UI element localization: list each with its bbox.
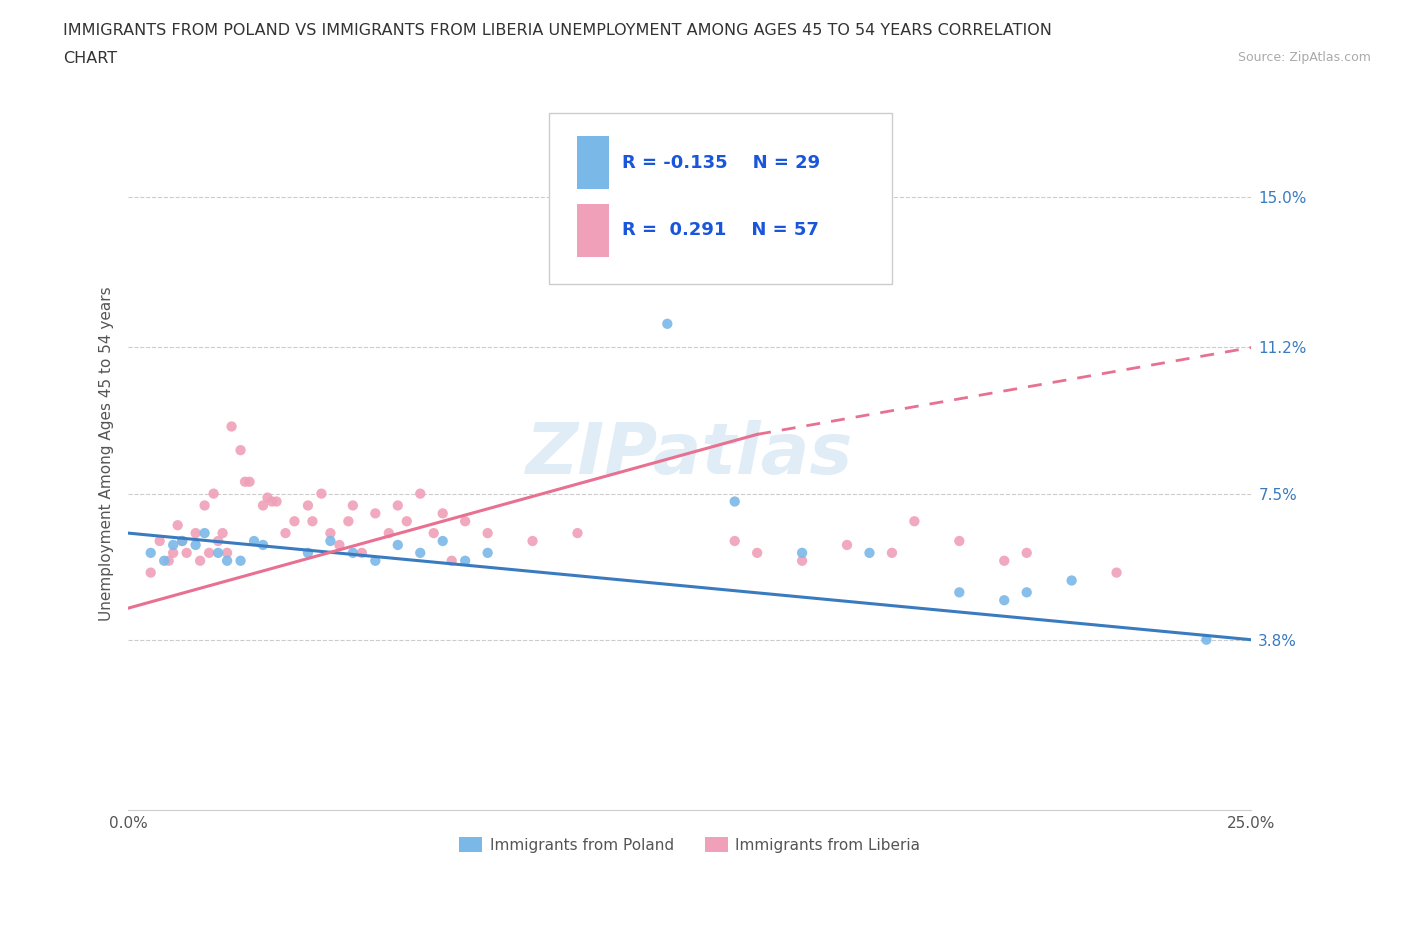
Point (301, 513, 323, 528)
Point (1105, 565, 1128, 580)
Point (422, 525, 444, 540)
FancyBboxPatch shape (550, 113, 891, 284)
Y-axis label: Unemployment Among Ages 45 to 54 years: Unemployment Among Ages 45 to 54 years (100, 286, 114, 621)
Point (657, 316, 679, 331)
Point (993, 553, 1015, 568)
Point (835, 538, 858, 552)
Point (657, 210, 679, 225)
Point (283, 513, 305, 528)
Point (747, 545, 769, 560)
Point (477, 545, 499, 560)
Point (858, 545, 880, 560)
Point (1195, 632, 1218, 647)
Text: IMMIGRANTS FROM POLAND VS IMMIGRANTS FROM LIBERIA UNEMPLOYMENT AMONG AGES 45 TO : IMMIGRANTS FROM POLAND VS IMMIGRANTS FRO… (63, 23, 1052, 38)
Point (229, 553, 252, 568)
Point (319, 525, 342, 540)
Point (243, 534, 266, 549)
Point (880, 545, 903, 560)
Point (162, 538, 184, 552)
Point (993, 592, 1015, 607)
Point (221, 419, 243, 434)
Point (522, 534, 544, 549)
Point (387, 498, 409, 513)
Point (184, 538, 207, 552)
Point (176, 545, 198, 560)
Point (274, 525, 297, 540)
Point (207, 534, 229, 549)
Text: CHART: CHART (63, 51, 117, 66)
Point (162, 545, 184, 560)
Point (266, 494, 288, 509)
Point (432, 506, 454, 521)
Point (364, 506, 387, 521)
Point (252, 498, 274, 513)
Point (311, 486, 333, 501)
Point (217, 553, 239, 568)
Point (297, 545, 319, 560)
Point (229, 443, 252, 458)
Point (454, 553, 477, 568)
Point (188, 553, 211, 568)
Point (409, 486, 432, 501)
Point (260, 494, 283, 509)
Point (149, 534, 172, 549)
Point (790, 545, 813, 560)
Point (166, 518, 188, 533)
Text: Source: ZipAtlas.com: Source: ZipAtlas.com (1237, 51, 1371, 64)
Text: ZIPatlas: ZIPatlas (526, 419, 853, 488)
Point (252, 538, 274, 552)
Point (194, 498, 217, 513)
Point (207, 545, 229, 560)
Point (1015, 585, 1038, 600)
Point (409, 545, 432, 560)
Point (948, 585, 970, 600)
Point (157, 553, 180, 568)
Point (1060, 573, 1083, 588)
Point (454, 513, 477, 528)
Point (211, 525, 233, 540)
Point (139, 565, 162, 580)
Point (172, 534, 194, 549)
Point (440, 553, 463, 568)
Point (256, 490, 278, 505)
FancyBboxPatch shape (578, 136, 609, 190)
Point (319, 534, 342, 549)
Point (378, 525, 401, 540)
Point (364, 553, 387, 568)
Point (790, 553, 813, 568)
Point (948, 534, 970, 549)
Point (233, 474, 256, 489)
Point (198, 545, 221, 560)
Point (350, 545, 373, 560)
Point (567, 525, 589, 540)
Point (724, 494, 747, 509)
Point (153, 553, 176, 568)
Point (238, 474, 260, 489)
Point (387, 538, 409, 552)
Point (202, 486, 225, 501)
Point (395, 513, 418, 528)
FancyBboxPatch shape (578, 204, 609, 257)
Point (477, 525, 499, 540)
Point (903, 513, 925, 528)
Point (184, 525, 207, 540)
Point (328, 538, 350, 552)
Point (337, 513, 360, 528)
Text: R = -0.135    N = 29: R = -0.135 N = 29 (623, 153, 821, 172)
Point (297, 498, 319, 513)
Point (194, 525, 217, 540)
Point (1015, 545, 1038, 560)
Point (172, 534, 194, 549)
Legend: Immigrants from Poland, Immigrants from Liberia: Immigrants from Poland, Immigrants from … (453, 830, 927, 858)
Point (432, 534, 454, 549)
Point (139, 545, 162, 560)
Point (342, 545, 364, 560)
Text: R =  0.291    N = 57: R = 0.291 N = 57 (623, 221, 820, 239)
Point (217, 545, 239, 560)
Point (724, 534, 747, 549)
Point (342, 498, 364, 513)
